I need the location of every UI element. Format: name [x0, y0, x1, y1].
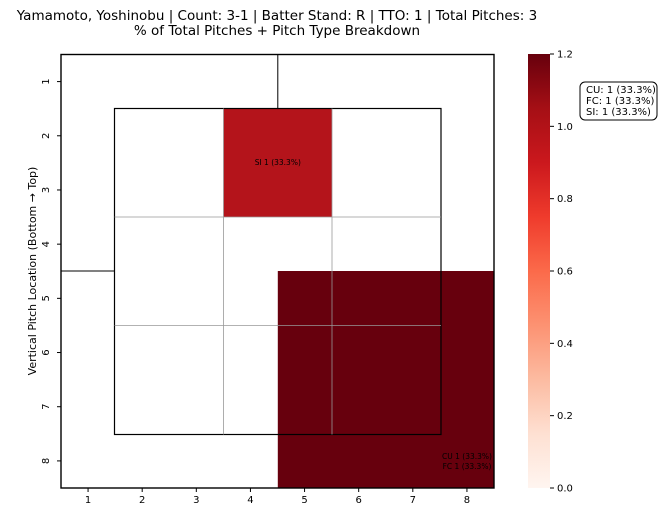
y-axis-label: Vertical Pitch Location (Bottom → Top)	[26, 167, 39, 376]
plot-frame	[60, 53, 495, 489]
colorbar-tick-label: 0.2	[557, 411, 573, 422]
x-tick-label: 6	[356, 495, 362, 506]
colorbar-tick-label: 0.4	[557, 339, 573, 350]
cell-label-cu: CU 1 (33.3%)	[442, 452, 492, 461]
heat-cell-si	[223, 108, 332, 217]
x-tick-label: 1	[85, 495, 91, 506]
colorbar-tick-label: 0.6	[557, 267, 573, 278]
strike-zone-box	[113, 107, 442, 436]
colorbar-tick-label: 0.0	[557, 484, 573, 495]
x-tick-label: 4	[247, 495, 253, 506]
x-axis-ticks: 1 2 3 4 5 6 7 8	[85, 488, 470, 506]
y-tick-label: 3	[41, 187, 52, 193]
x-tick-label: 2	[139, 495, 145, 506]
chart-title: Yamamoto, Yoshinobu | Count: 3-1 | Batte…	[16, 8, 537, 24]
colorbar-ticks: 0.0 0.2 0.4 0.6 0.8 1.0 1.2	[550, 50, 573, 495]
y-tick-label: 4	[41, 241, 52, 247]
y-tick-label: 5	[41, 295, 52, 301]
y-tick-label: 8	[41, 458, 52, 464]
x-tick-label: 5	[301, 495, 307, 506]
y-axis-ticks: 1 2 3 4 5 6 7 8	[41, 78, 61, 464]
heat-cell-cu-fc	[277, 271, 494, 488]
plot-area: SI 1 (33.3%) CU 1 (33.3%) FC 1 (33.3%)	[60, 53, 495, 489]
y-tick-label: 1	[41, 78, 52, 84]
cell-label-si: SI 1 (33.3%)	[255, 158, 301, 167]
legend-line-cu: CU: 1 (33.3%)	[586, 85, 656, 96]
y-tick-label: 7	[41, 404, 52, 410]
y-tick-label: 6	[41, 349, 52, 355]
x-tick-label: 7	[410, 495, 416, 506]
x-tick-label: 3	[193, 495, 199, 506]
colorbar-tick-label: 0.8	[557, 194, 573, 205]
legend-line-fc: FC: 1 (33.3%)	[586, 96, 654, 107]
colorbar	[528, 54, 550, 488]
legend-box	[579, 81, 658, 121]
cell-label-fc: FC 1 (33.3%)	[443, 462, 492, 471]
legend-line-si: SI: 1 (33.3%)	[586, 107, 651, 118]
y-tick-label: 2	[41, 133, 52, 139]
x-tick-label: 8	[464, 495, 470, 506]
colorbar-tick-label: 1.2	[557, 50, 573, 61]
chart-subtitle: % of Total Pitches + Pitch Type Breakdow…	[134, 23, 420, 39]
colorbar-tick-label: 1.0	[557, 122, 573, 133]
